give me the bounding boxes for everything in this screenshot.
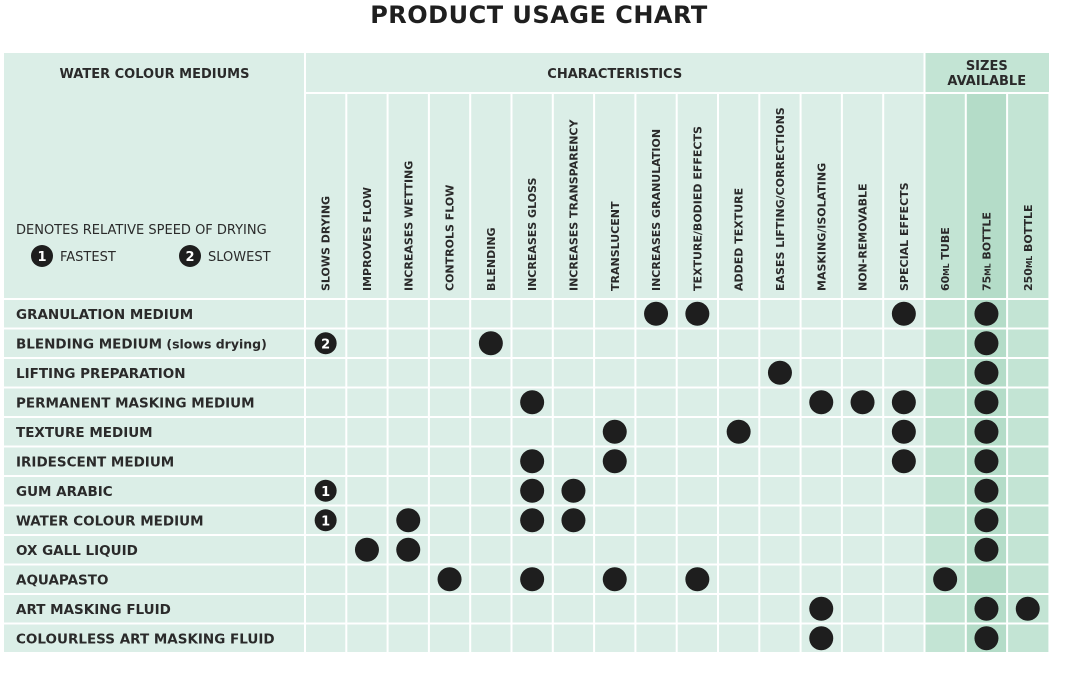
- usage-dot: [520, 567, 545, 592]
- column-header: CONTROLS FLOW: [444, 185, 457, 291]
- size-dot: [974, 301, 999, 326]
- size-column-background: [1007, 93, 1049, 653]
- size-dot: [974, 508, 999, 533]
- usage-dot: [520, 449, 545, 474]
- usage-dot: [354, 537, 379, 562]
- size-column-header: 75ML BOTTLE: [980, 212, 993, 291]
- size-dot: [974, 390, 999, 415]
- chart-title: PRODUCT USAGE CHART: [370, 1, 708, 29]
- row-label: COLOURLESS ART MASKING FLUID: [16, 631, 275, 647]
- fastest-label: FASTEST: [60, 250, 116, 265]
- size-dot: [974, 478, 999, 503]
- column-header: INCREASES WETTING: [402, 161, 415, 291]
- usage-dot: [726, 419, 751, 444]
- characteristics-header: CHARACTERISTICS: [547, 67, 682, 82]
- usage-dot: [644, 301, 669, 326]
- usage-dot: [561, 508, 586, 533]
- drying-speed-number: 2: [321, 337, 330, 352]
- usage-dot: [396, 537, 421, 562]
- row-label: AQUAPASTO: [16, 572, 108, 588]
- row-label: GRANULATION MEDIUM: [16, 307, 193, 323]
- column-header: EASES LIFTING/CORRECTIONS: [774, 107, 787, 291]
- sizes-header: SIZES: [966, 59, 1008, 74]
- legend-caption: DENOTES RELATIVE SPEED OF DRYING: [16, 223, 267, 238]
- column-header: BLENDING: [485, 227, 498, 291]
- slowest-symbol: [179, 245, 201, 267]
- usage-dot: [891, 449, 916, 474]
- usage-dot: [850, 390, 875, 415]
- drying-speed-number: 1: [321, 485, 330, 500]
- row-label: LIFTING PREPARATION: [16, 366, 186, 382]
- size-dot: [974, 596, 999, 621]
- row-label: WATER COLOUR MEDIUM: [16, 513, 204, 529]
- size-dot: [974, 360, 999, 385]
- size-dot: [933, 567, 958, 592]
- usage-dot: [437, 567, 462, 592]
- row-label: PERMANENT MASKING MEDIUM: [16, 395, 255, 411]
- drying-speed-symbol: [314, 332, 337, 355]
- row-header: WATER COLOUR MEDIUMS: [60, 67, 250, 82]
- column-header: INCREASES TRANSPARENCY: [567, 118, 580, 291]
- usage-dot: [767, 360, 792, 385]
- size-column-header: 60ML TUBE: [939, 227, 952, 291]
- column-header: TEXTURE/BODIED EFFECTS: [691, 126, 704, 291]
- fastest-symbol-number: 1: [37, 250, 46, 265]
- usage-dot: [891, 419, 916, 444]
- slowest-symbol-number: 2: [185, 250, 194, 265]
- size-dot: [1015, 596, 1040, 621]
- row-label: TEXTURE MEDIUM: [16, 425, 153, 441]
- column-header: INCREASES GRANULATION: [650, 129, 663, 291]
- usage-dot: [478, 331, 503, 356]
- column-header: NON-REMOVABLE: [857, 183, 870, 291]
- usage-dot: [561, 478, 586, 503]
- row-label: OX GALL LIQUID: [16, 543, 138, 559]
- column-header: SLOWS DRYING: [320, 196, 333, 291]
- size-dot: [974, 331, 999, 356]
- row-label: ART MASKING FLUID: [16, 602, 171, 618]
- usage-dot: [602, 567, 627, 592]
- column-header: IMPROVES FLOW: [361, 187, 374, 291]
- column-header: SPECIAL EFFECTS: [898, 182, 911, 291]
- usage-dot: [809, 596, 834, 621]
- slowest-label: SLOWEST: [208, 250, 271, 265]
- drying-speed-symbol: [314, 479, 337, 502]
- drying-speed-symbol: [314, 509, 337, 532]
- usage-dot: [809, 390, 834, 415]
- drying-speed-number: 1: [321, 514, 330, 529]
- usage-dot: [685, 567, 710, 592]
- usage-dot: [396, 508, 421, 533]
- column-header: INCREASES GLOSS: [526, 178, 539, 291]
- usage-dot: [809, 626, 834, 651]
- usage-dot: [891, 390, 916, 415]
- size-dot: [974, 449, 999, 474]
- usage-dot: [520, 478, 545, 503]
- size-column-background: [924, 93, 966, 653]
- column-header: TRANSLUCENT: [609, 201, 622, 291]
- size-dot: [974, 626, 999, 651]
- size-dot: [974, 537, 999, 562]
- fastest-symbol: [31, 245, 53, 267]
- size-column-header: 250ML BOTTLE: [1022, 204, 1035, 291]
- column-header: MASKING/ISOLATING: [815, 163, 828, 291]
- usage-dot: [602, 419, 627, 444]
- usage-dot: [685, 301, 710, 326]
- table-background: [4, 53, 925, 653]
- column-header: ADDED TEXTURE: [733, 188, 746, 291]
- usage-dot: [520, 390, 545, 415]
- sizes-header-background: [924, 53, 1049, 93]
- row-label: IRIDESCENT MEDIUM: [16, 454, 174, 470]
- size-dot: [974, 419, 999, 444]
- row-label: GUM ARABIC: [16, 484, 113, 500]
- row-label: BLENDING MEDIUM (slows drying): [16, 336, 267, 352]
- sizes-header: AVAILABLE: [947, 74, 1026, 89]
- usage-dot: [520, 508, 545, 533]
- usage-dot: [602, 449, 627, 474]
- usage-dot: [891, 301, 916, 326]
